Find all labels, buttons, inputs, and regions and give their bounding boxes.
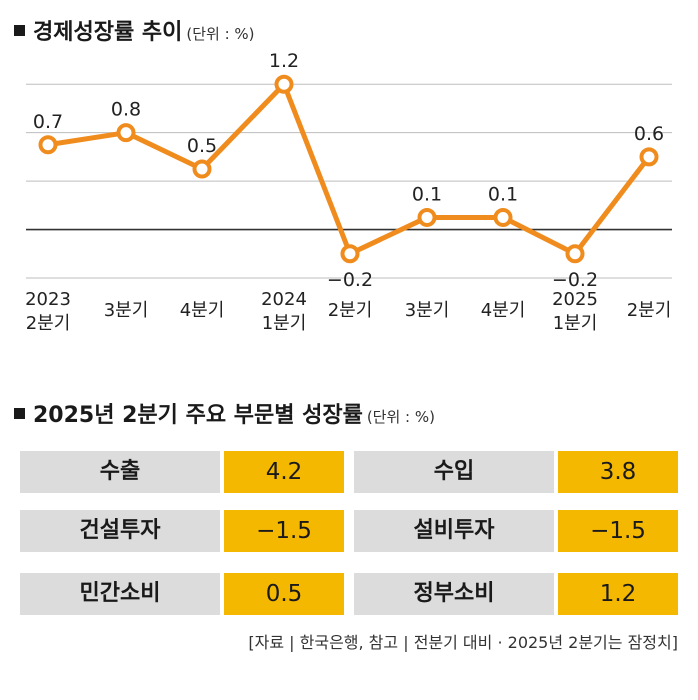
sector-value: −1.5 [224,510,344,552]
table-title: 2025년 2분기 주요 부문별 성장률 [33,403,363,428]
data-label: 0.6 [634,123,664,145]
data-point [493,207,513,227]
x-tick-label: 2분기 [328,300,373,321]
chart-title: 경제성장률 추이 [33,20,183,45]
sector-name: 건설투자 [20,510,220,552]
data-label: 0.1 [488,183,518,205]
data-point [274,74,294,94]
table-heading: 2025년 2분기 주요 부문별 성장률 (단위 : %) [14,397,435,429]
sector-value: 4.2 [224,451,344,493]
sector-name: 수입 [354,451,554,493]
data-point [639,147,659,167]
x-tick-label: 2분기 [627,300,672,321]
data-point [565,244,585,264]
data-label: −0.2 [327,269,373,291]
x-tick-label: 3분기 [405,300,450,321]
table-row: 건설투자 −1.5 설비투자 −1.5 [20,510,678,552]
data-label: 0.8 [111,99,141,121]
growth-line-chart: 0.7 0.8 0.5 1.2 −0.2 0.1 0.1 −0.2 0.6 2023 2분기 3분기… [25,50,672,334]
x-tick-label: 4분기 [481,300,526,321]
table-row: 민간소비 0.5 정부소비 1.2 [20,573,678,615]
chart-heading: 경제성장률 추이 (단위 : %) [14,14,255,46]
x-tick-label: 1분기 [553,313,598,334]
sector-name: 수출 [20,451,220,493]
square-bullet-icon [14,408,25,419]
data-point [417,207,437,227]
x-tick-label: 2025 [552,289,598,310]
data-label: 0.1 [412,183,442,205]
table-unit: (단위 : %) [366,408,435,426]
x-tick-label: 3분기 [104,300,149,321]
table-row: 수출 4.2 수입 3.8 [20,451,678,493]
source-note: [자료 | 한국은행, 참고 | 전분기 대비 · 2025년 2분기는 잠정치… [248,633,678,652]
sector-name: 정부소비 [354,573,554,615]
sector-value: −1.5 [558,510,678,552]
data-label: 0.7 [33,111,63,133]
sector-name: 민간소비 [20,573,220,615]
x-tick-label: 4분기 [180,300,225,321]
data-label: 1.2 [269,50,299,72]
data-point [38,135,58,155]
chart-unit: (단위 : %) [186,25,255,43]
x-tick-label: 1분기 [262,313,307,334]
sector-name: 설비투자 [354,510,554,552]
sector-value: 1.2 [558,573,678,615]
data-point [116,123,136,143]
x-tick-label: 2분기 [26,313,71,334]
data-label: 0.5 [187,135,217,157]
square-bullet-icon [14,25,25,36]
data-point [340,244,360,264]
sector-value: 3.8 [558,451,678,493]
data-label: −0.2 [552,269,598,291]
sector-value: 0.5 [224,573,344,615]
data-point [192,159,212,179]
x-tick-label: 2024 [261,289,307,310]
x-tick-label: 2023 [25,289,71,310]
